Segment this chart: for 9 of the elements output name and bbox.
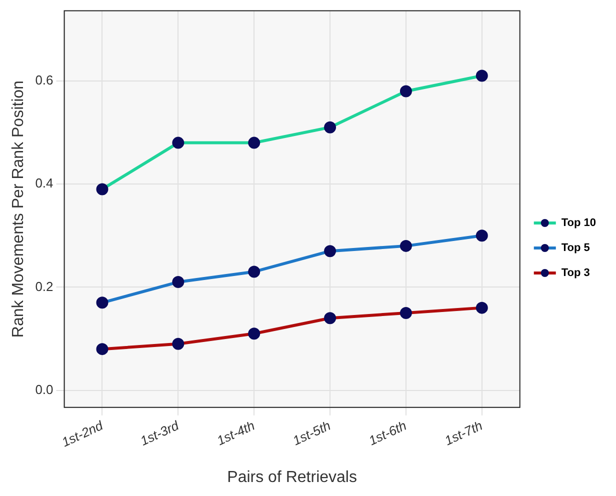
y-axis-title: Rank Movements Per Rank Position (10, 80, 28, 338)
y-tick-label: 0.4 (35, 176, 54, 191)
legend-label: Top 10 (561, 217, 596, 230)
legend-label: Top 5 (561, 242, 590, 254)
legend-label: Top 3 (561, 267, 590, 280)
x-axis-title: Pairs of Retrievals (227, 468, 357, 486)
y-tick-label: 0.0 (35, 382, 54, 397)
y-tick-label: 0.2 (35, 278, 54, 294)
y-tick-label: 0.6 (35, 72, 54, 88)
